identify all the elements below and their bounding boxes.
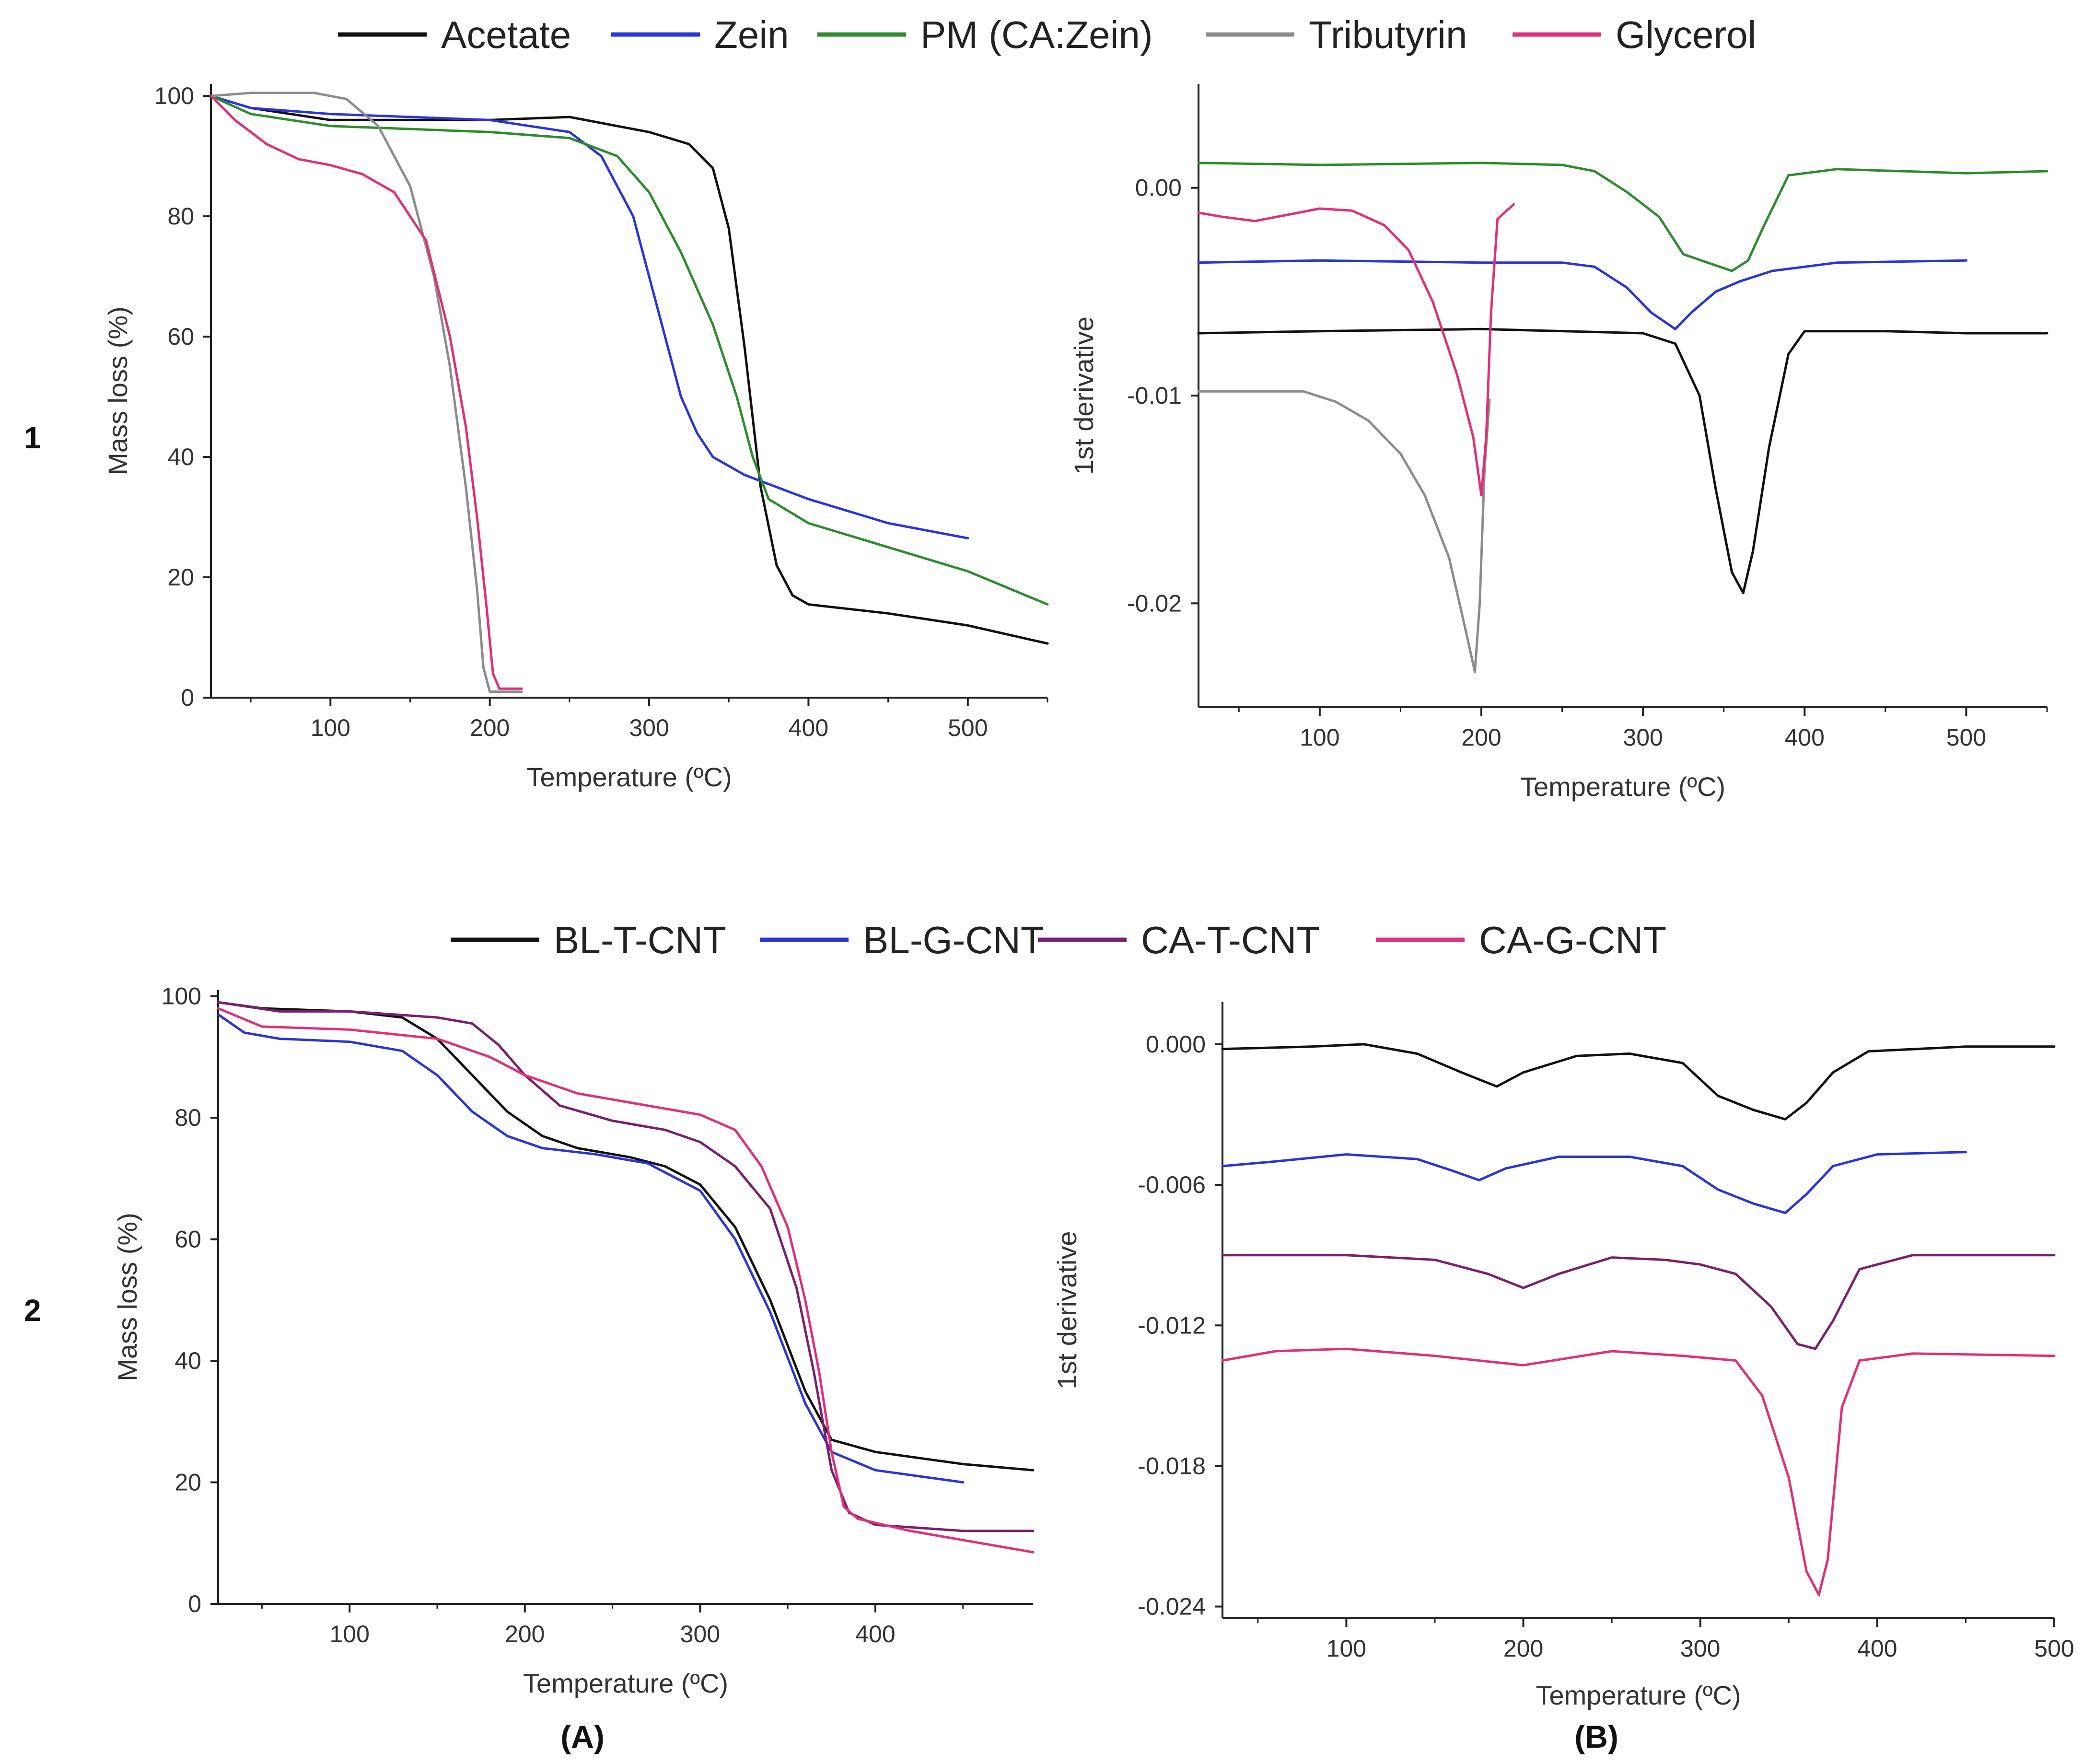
legend-label: CA-T-CNT <box>1141 919 1320 961</box>
legend-label: CA-G-CNT <box>1479 919 1666 961</box>
y-tick-label: 80 <box>167 203 194 230</box>
legend-label: BL-G-CNT <box>863 919 1044 961</box>
series-line-pm-ca-zein <box>1197 162 2048 272</box>
y-axis-label: 1st derivative <box>1052 1231 1082 1390</box>
x-tick-label: 400 <box>1785 724 1825 751</box>
y-tick-label: -0.024 <box>1138 1593 1206 1620</box>
legend-1: Acetate Zein PM (CA:Zein) Tributyrin Glycero… <box>338 13 1756 56</box>
column-label: (B) <box>1574 1719 1618 1754</box>
series-line-bl-g-cnt <box>217 1013 965 1484</box>
panel-2A: 100 200 300 400 0 20 40 60 80 100 Temperature (ºC)… <box>112 983 1035 1698</box>
legends: Acetate Zein PM (CA:Zein) Tributyrin Glycero… <box>338 13 1756 961</box>
x-tick-label: 200 <box>1461 724 1501 751</box>
y-tick-label: 20 <box>175 1469 201 1496</box>
x-tick-label: 300 <box>629 714 669 741</box>
x-tick-label: 300 <box>1623 724 1663 751</box>
panel-1B: 100 200 300 400 500 0.00 -0.01 -0.02 Temperature… <box>1069 84 2048 802</box>
legend-label: Acetate <box>441 13 571 56</box>
y-tick-label: 100 <box>162 983 201 1010</box>
series-line-zein <box>1197 259 1967 330</box>
y-tick-label: 0 <box>181 684 194 711</box>
x-tick-label: 300 <box>1680 1635 1720 1662</box>
series-line-ca-t-cnt <box>217 1001 1035 1532</box>
series-line-zein <box>209 94 969 539</box>
row-label-2: 2 <box>24 1293 41 1328</box>
series-line-glycerol <box>1197 203 1515 497</box>
x-tick-label: 500 <box>1946 724 1986 751</box>
y-tick-label: 0.00 <box>1135 175 1182 201</box>
x-axis-label: Temperature (ºC) <box>1520 771 1725 802</box>
legend-label: BL-T-CNT <box>554 919 726 961</box>
series-line-tributyrin <box>1197 390 1491 673</box>
series-line-bl-t-cnt <box>1221 1043 2056 1121</box>
series-line-ca-g-cnt <box>217 1007 1035 1554</box>
legend-label: Tributyrin <box>1309 13 1467 56</box>
y-tick-label: 40 <box>167 444 194 470</box>
x-tick-label: 300 <box>680 1621 720 1647</box>
series-line-glycerol <box>209 94 523 690</box>
legend-2: BL-T-CNT BL-G-CNT CA-T-CNT CA-G-CNT <box>451 919 1666 961</box>
series-line-pm-ca-zein <box>209 94 1049 606</box>
y-tick-label: 0 <box>188 1590 201 1617</box>
y-axis-label: Mass loss (%) <box>103 306 133 475</box>
x-tick-label: 100 <box>1327 1635 1366 1662</box>
series-line-acetate <box>209 94 1049 645</box>
legend-label: PM (CA:Zein) <box>920 13 1153 56</box>
y-tick-label: -0.02 <box>1127 590 1182 617</box>
x-tick-label: 100 <box>311 714 350 741</box>
row-labels: 12 <box>24 421 41 1328</box>
y-tick-label: 60 <box>175 1226 201 1253</box>
y-tick-label: -0.012 <box>1138 1312 1206 1339</box>
row-label-1: 1 <box>24 421 41 455</box>
y-tick-label: -0.01 <box>1127 382 1182 409</box>
x-tick-label: 200 <box>505 1621 545 1647</box>
series-line-bl-g-cnt <box>1221 1151 1967 1215</box>
legend-label: Zein <box>714 13 789 56</box>
column-label: (A) <box>560 1719 605 1754</box>
panel-1A: 100 200 300 400 500 0 20 40 60 80 100 Temperature (… <box>103 82 1049 792</box>
x-tick-label: 500 <box>948 714 988 741</box>
series-line-ca-g-cnt <box>1221 1347 2056 1596</box>
y-tick-label: 20 <box>167 564 194 591</box>
x-tick-label: 200 <box>1503 1635 1543 1662</box>
x-tick-label: 400 <box>855 1621 895 1647</box>
x-tick-label: 100 <box>1300 724 1339 751</box>
series-line-bl-t-cnt <box>217 1001 1035 1472</box>
y-tick-label: -0.006 <box>1138 1171 1206 1198</box>
series-line-ca-t-cnt <box>1221 1254 2056 1350</box>
y-axis-label: Mass loss (%) <box>112 1213 142 1381</box>
series-line-tributyrin <box>209 92 523 693</box>
x-tick-label: 400 <box>1857 1635 1897 1662</box>
column-labels: (A) (B) <box>560 1719 1618 1754</box>
panel-2B: 100 200 300 400 500 0.000 -0.006 -0.012 -0.018 -0… <box>1052 1002 2074 1710</box>
legend-label: Glycerol <box>1616 13 1756 56</box>
x-axis-label: Temperature (ºC) <box>526 762 732 792</box>
x-tick-label: 100 <box>329 1621 369 1647</box>
y-tick-label: 40 <box>175 1347 201 1374</box>
x-tick-label: 200 <box>470 714 510 741</box>
y-axis-label: 1st derivative <box>1069 316 1099 475</box>
x-tick-label: 500 <box>2034 1635 2074 1662</box>
y-tick-label: 100 <box>154 82 194 109</box>
x-tick-label: 400 <box>789 714 828 741</box>
y-tick-label: 80 <box>175 1104 201 1131</box>
y-tick-label: -0.018 <box>1138 1452 1206 1479</box>
y-tick-label: 60 <box>167 323 194 350</box>
x-axis-label: Temperature (ºC) <box>523 1668 728 1698</box>
series-line-acetate <box>1197 327 2048 595</box>
x-axis-label: Temperature (ºC) <box>1536 1680 1741 1710</box>
y-tick-label: 0.000 <box>1146 1031 1206 1058</box>
